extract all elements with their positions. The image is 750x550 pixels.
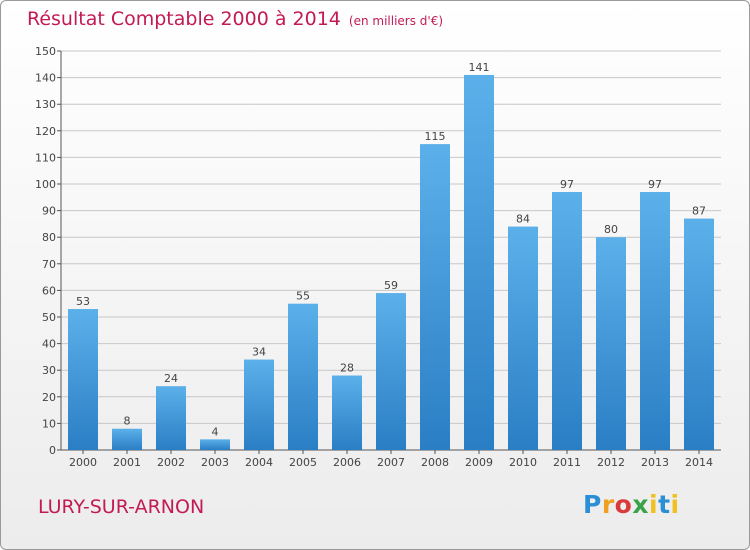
y-tick-label: 0	[49, 444, 56, 457]
x-tick-label: 2011	[553, 456, 581, 469]
x-tick-label: 2008	[421, 456, 449, 469]
bar-2009	[464, 74, 494, 450]
x-tick-label: 2014	[685, 456, 713, 469]
data-label: 4	[212, 425, 219, 438]
proxiti-logo: Proxiti	[583, 490, 680, 519]
data-label: 24	[164, 372, 178, 385]
x-tick-label: 2004	[245, 456, 273, 469]
y-tick-label: 100	[35, 178, 56, 191]
bar-2002	[156, 386, 186, 450]
bar-2007	[376, 293, 406, 450]
bar-2006	[332, 375, 362, 450]
y-tick-label: 20	[42, 391, 56, 404]
bar-2005	[288, 303, 318, 450]
data-label: 28	[340, 362, 354, 375]
chart-title-text: Résultat Comptable 2000 à 2014	[27, 8, 341, 30]
bar-2012	[596, 237, 626, 450]
bar-2014	[684, 218, 714, 450]
data-label: 55	[296, 290, 310, 303]
x-tick-label: 2013	[641, 456, 669, 469]
x-tick-label: 2012	[597, 456, 625, 469]
x-tick-label: 2001	[113, 456, 141, 469]
y-tick-label: 90	[42, 205, 56, 218]
data-label: 8	[124, 415, 131, 428]
bar-2001	[112, 428, 142, 450]
y-tick-label: 60	[42, 284, 56, 297]
y-tick-label: 50	[42, 311, 56, 324]
y-tick-label: 30	[42, 364, 56, 377]
data-label: 34	[252, 346, 266, 359]
x-tick-label: 2007	[377, 456, 405, 469]
y-tick-label: 120	[35, 125, 56, 138]
chart-title: Résultat Comptable 2000 à 2014 (en millie…	[27, 8, 443, 30]
data-label: 59	[384, 279, 398, 292]
data-label: 97	[648, 178, 662, 191]
data-label: 80	[604, 223, 618, 236]
x-tick-label: 2005	[289, 456, 317, 469]
x-tick-label: 2009	[465, 456, 493, 469]
x-tick-label: 2000	[69, 456, 97, 469]
y-tick-label: 40	[42, 338, 56, 351]
bar-2013	[640, 191, 670, 451]
data-labels: 53 8 24 4 34 55 28 59 115 141 84 97 80 97 87	[76, 61, 706, 438]
data-label: 87	[692, 205, 706, 218]
bar-2004	[244, 359, 274, 450]
x-tick-label: 2003	[201, 456, 229, 469]
commune-name: LURY-SUR-ARNON	[38, 496, 205, 518]
y-tick-label: 80	[42, 231, 56, 244]
bar-2011	[552, 191, 582, 451]
x-tick-label: 2006	[333, 456, 361, 469]
data-label: 84	[516, 213, 530, 226]
y-tick-label: 150	[35, 45, 56, 58]
bars	[68, 74, 714, 451]
y-tick-label: 110	[35, 151, 56, 164]
bar-2003	[200, 439, 230, 450]
y-tick-label: 140	[35, 72, 56, 85]
data-label: 53	[76, 295, 90, 308]
y-tick-label: 130	[35, 98, 56, 111]
bar-2008	[420, 144, 450, 450]
bar-2000	[68, 309, 98, 450]
x-tick-label: 2010	[509, 456, 537, 469]
y-tick-label: 70	[42, 258, 56, 271]
y-tick-label: 10	[42, 417, 56, 430]
data-label: 97	[560, 178, 574, 191]
chart-unit: (en milliers d'€)	[348, 14, 444, 28]
bar-2010	[508, 226, 538, 450]
data-label: 115	[425, 130, 446, 143]
x-tick-label: 2002	[157, 456, 185, 469]
data-label: 141	[469, 61, 490, 74]
